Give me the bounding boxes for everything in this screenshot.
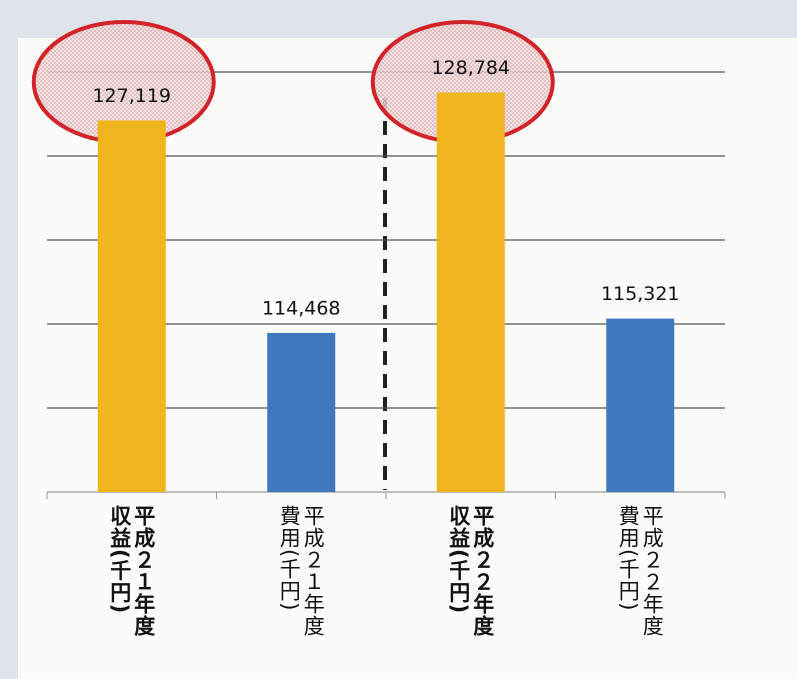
bar: [606, 318, 675, 492]
x-tick-label: 平成２１年度収益(千円): [107, 505, 156, 637]
bar: [436, 92, 505, 492]
bar: [267, 332, 336, 492]
x-tick-label: 平成２２年度収益(千円): [446, 505, 495, 637]
bar: [97, 120, 166, 492]
value-label: 127,119: [92, 85, 171, 107]
x-tick-label: 平成２１年度費用(千円): [277, 505, 326, 637]
value-label: 128,784: [431, 57, 510, 79]
x-tick-label: 平成２２年度費用(千円): [616, 505, 665, 637]
value-label: 115,321: [601, 283, 680, 305]
value-label: 114,468: [262, 297, 341, 319]
